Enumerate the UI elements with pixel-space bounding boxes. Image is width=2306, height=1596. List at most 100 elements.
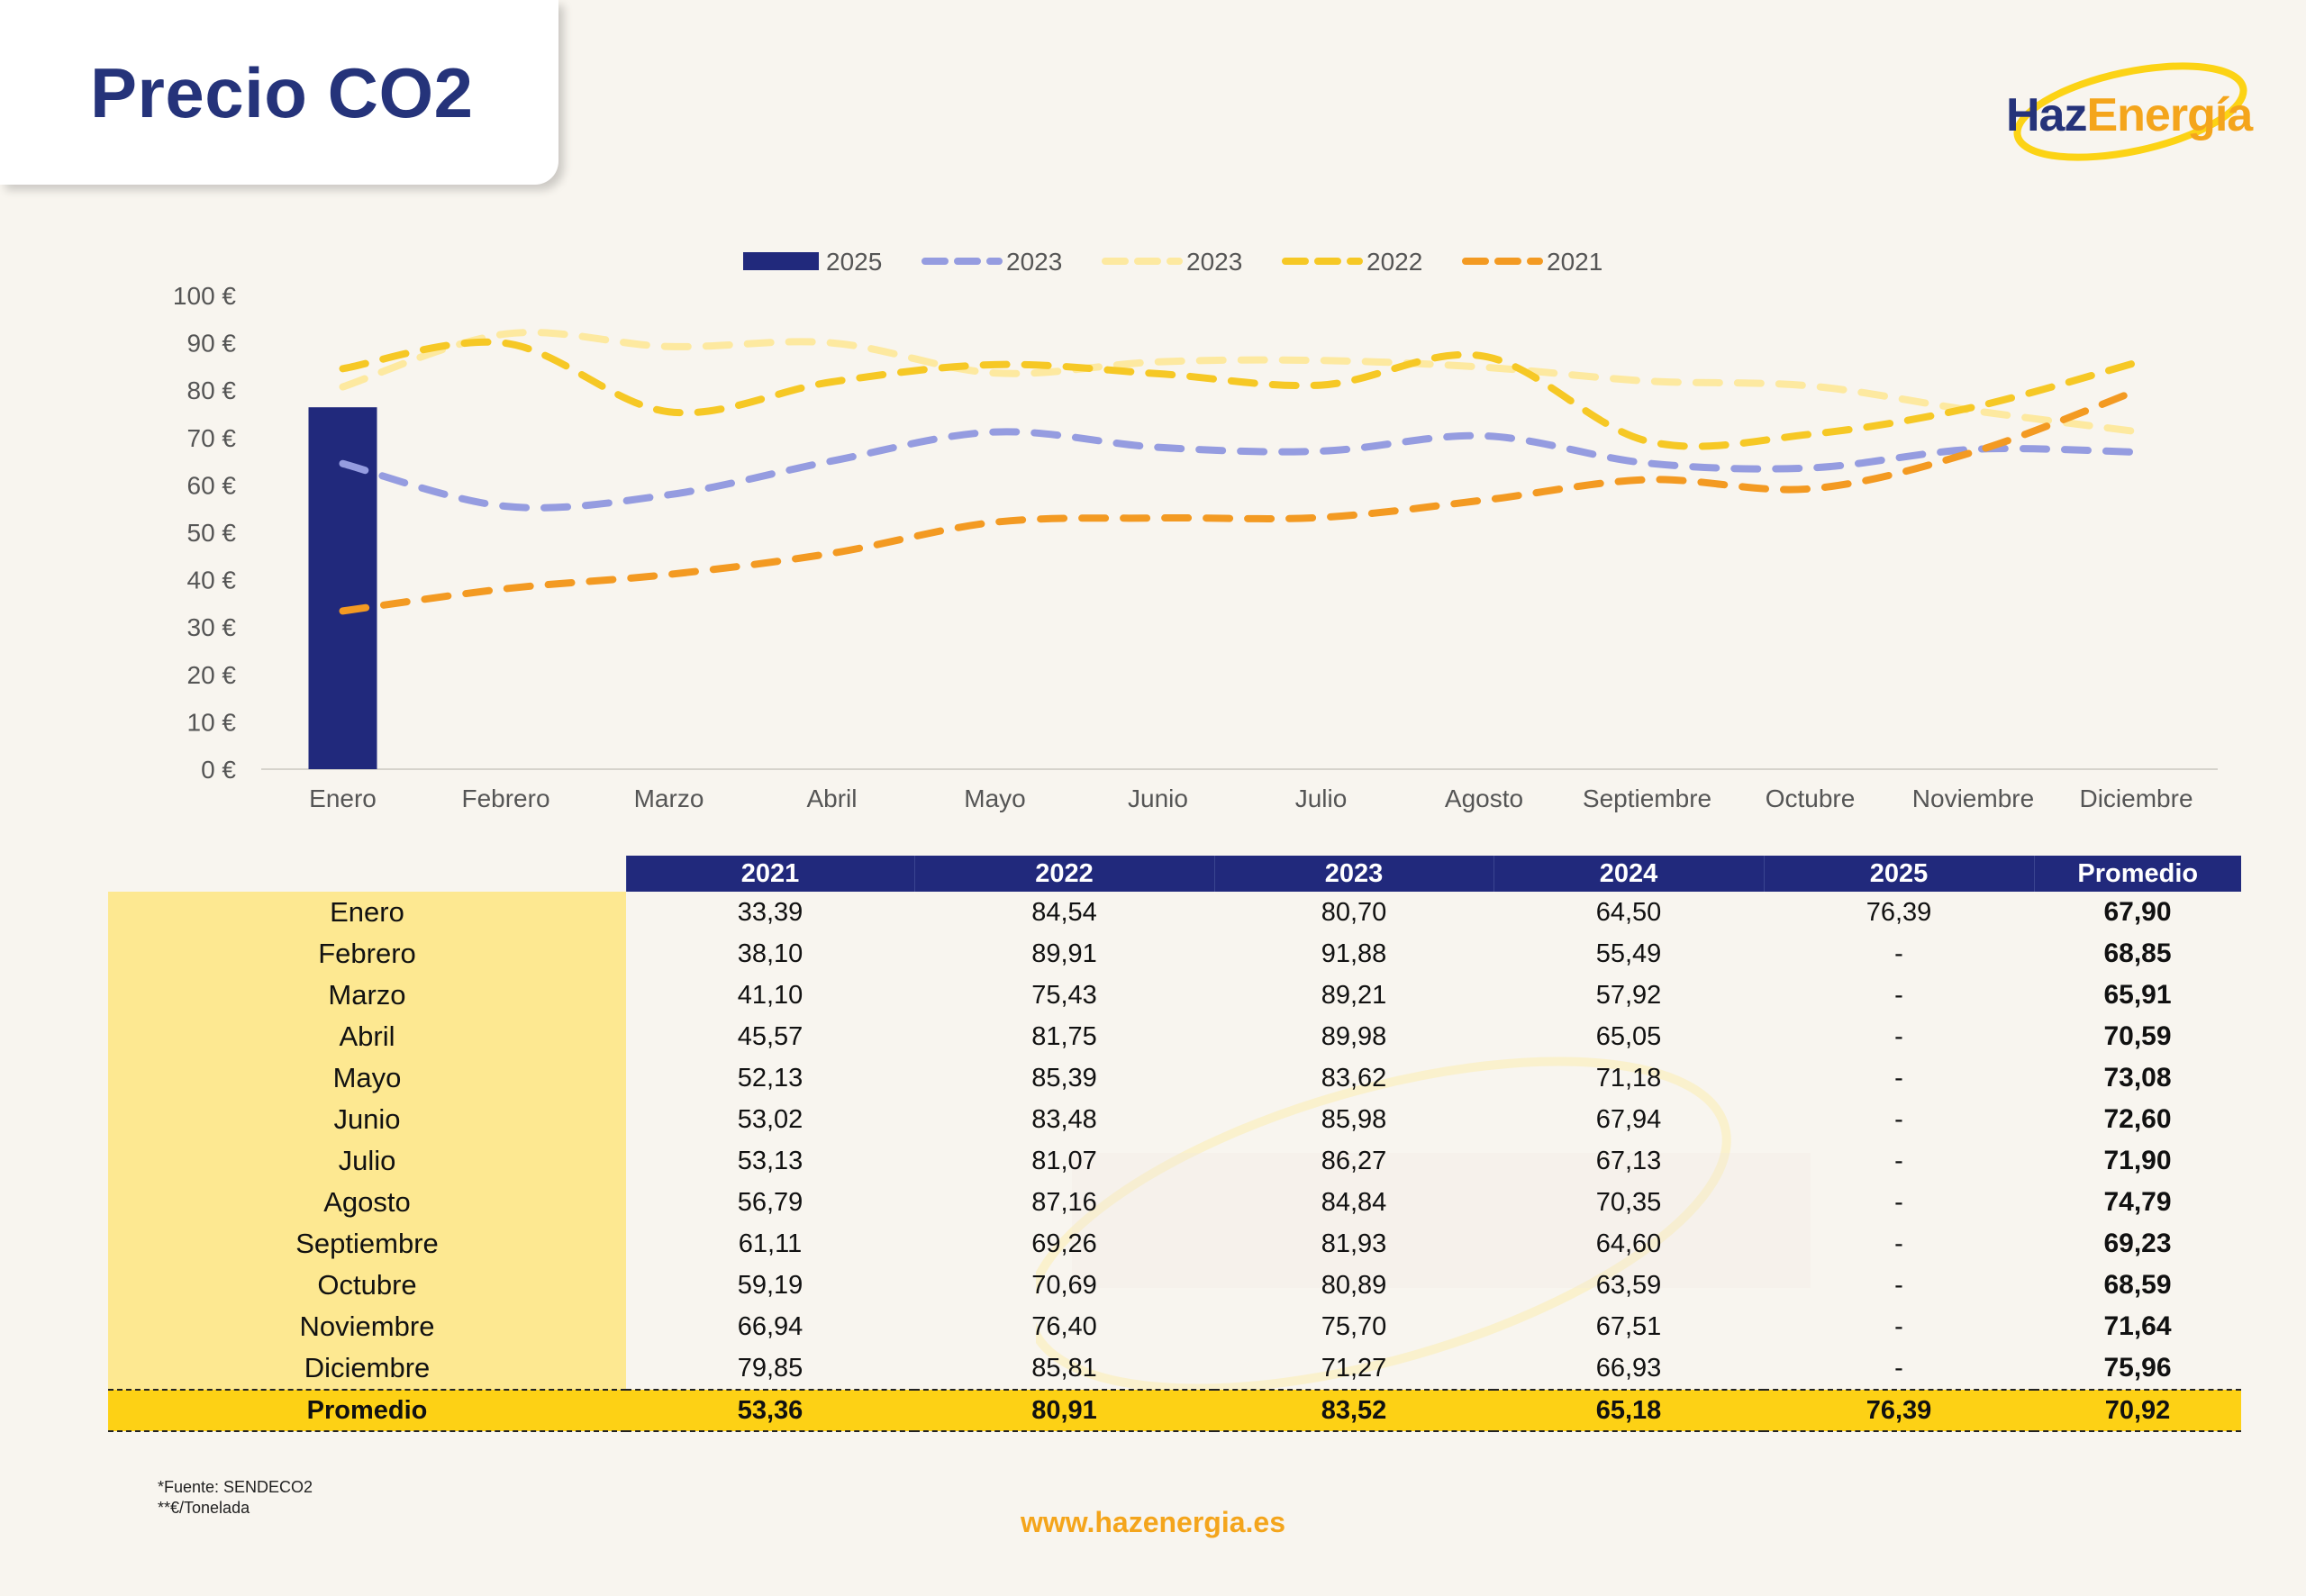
table-value-cell: 45,57 [737,1021,803,1051]
table-value-cell: 53,02 [737,1104,803,1134]
table-value-cell: - [1894,1063,1903,1093]
table-value-cell: 76,39 [1866,897,1932,927]
table-value-cell: 85,81 [1031,1353,1097,1383]
table-value-cell: 57,92 [1595,980,1662,1010]
y-tick-label: 90 € [187,330,237,358]
table-row: Febrero 38,10 89,91 91,88 55,49 - 68,85 [108,933,2241,975]
x-tick-label: Septiembre [1583,784,1711,812]
table-value-cell: - [1894,1187,1903,1217]
legend-item-4-2021: 2021 [1462,248,1602,276]
table-value-cell: 81,75 [1031,1021,1097,1051]
table-value-cell: 41,10 [737,980,803,1010]
table-month-cell: Agosto [108,1182,626,1223]
table-month-cell: Mayo [108,1057,626,1099]
table-value-cell: - [1894,1353,1903,1383]
table-row: Enero 33,39 84,54 80,70 64,50 76,39 67,90 [108,892,2241,933]
table-footer-row: Promedio 53,36 80,91 83,52 65,18 76,39 70,92 [108,1389,2241,1432]
x-tick-label: Diciembre [2079,784,2193,812]
table-average-cell: 72,60 [2103,1104,2172,1134]
table-month-cell: Junio [108,1099,626,1140]
table-value-cell: 56,79 [737,1187,803,1217]
table-value-cell: 63,59 [1595,1270,1662,1300]
orbit-ellipse-icon [2013,62,2247,161]
table-average-cell: 75,96 [2103,1353,2172,1383]
x-tick-label: Abril [806,784,857,812]
footnotes: *Fuente: SENDECO2 **€/Tonelada [158,1477,313,1519]
co2-price-table: 2021 2022 2023 2024 2025 Promedio Enero 3… [108,856,2241,1432]
legend-item-1-2023: 2023 [921,248,1062,276]
table-value-cell: 64,50 [1595,897,1662,927]
table-value-cell: 85,39 [1031,1063,1097,1093]
table-header-row: 2021 2022 2023 2024 2025 Promedio [108,856,2241,892]
table-value-cell: - [1894,939,1903,968]
title-card: Precio CO2 [0,0,558,185]
x-tick-label: Noviembre [1912,784,2034,812]
x-tick-label: Octubre [1766,784,1856,812]
logo-part-haz: Haz [2006,89,2087,141]
table-average-cell: 68,85 [2103,939,2172,968]
legend-label: 2023 [1006,248,1062,276]
table-value-cell: 69,26 [1031,1229,1097,1258]
table-value-cell: 79,85 [737,1353,803,1383]
table-month-cell: Septiembre [108,1223,626,1265]
table-average-cell: 67,90 [2103,897,2172,927]
table-value-cell: 59,19 [737,1270,803,1300]
y-tick-label: 100 € [173,282,236,310]
table-month-cell: Abril [108,1016,626,1057]
source-note: *Fuente: SENDECO2 [158,1478,313,1496]
table-row: Julio 53,13 81,07 86,27 67,13 - 71,90 [108,1140,2241,1182]
table-value-cell: 71,27 [1321,1353,1387,1383]
table-month-cell: Marzo [108,975,626,1016]
table-value-cell: 65,05 [1595,1021,1662,1051]
x-tick-label: Mayo [964,784,1025,812]
table-value-cell: 67,13 [1595,1146,1662,1175]
y-tick-label: 20 € [187,661,237,689]
table-value-cell: 81,07 [1031,1146,1097,1175]
table-footer-value: 65,18 [1493,1389,1764,1432]
table-header-blank [108,856,626,892]
table-row: Mayo 52,13 85,39 83,62 71,18 - 73,08 [108,1057,2241,1099]
logo-text: HazEnergía [2006,88,2253,142]
co2-price-chart: 0 € 10 € 20 € 30 € 40 € 50 € 60 € 70 € 80 € 90 € 1… [173,248,2218,812]
page-title: Precio CO2 [90,53,474,132]
y-tick-label: 70 € [187,424,237,452]
website-link[interactable]: www.hazenergia.es [1020,1506,1286,1538]
legend-label: 2022 [1366,248,1422,276]
table-value-cell: 87,16 [1031,1187,1097,1217]
x-tick-label: Marzo [634,784,704,812]
table-row: Junio 53,02 83,48 85,98 67,94 - 72,60 [108,1099,2241,1140]
series-line-2-2023 [339,329,2140,436]
table-row: Septiembre 61,11 69,26 81,93 64,60 - 69,23 [108,1223,2241,1265]
series-line-4-2021 [339,386,2140,615]
table-footer-value: 80,91 [914,1389,1214,1432]
table-value-cell: - [1894,1104,1903,1134]
legend-item-3-2022: 2022 [1282,248,1422,276]
table-row: Diciembre 79,85 85,81 71,27 66,93 - 75,96 [108,1347,2241,1390]
table-value-cell: - [1894,1270,1903,1300]
x-tick-label: Enero [309,784,377,812]
table-value-cell: - [1894,1146,1903,1175]
legend-item-2-2023: 2023 [1102,248,1242,276]
table-value-cell: 70,35 [1595,1187,1662,1217]
table-month-cell: Noviembre [108,1306,626,1347]
table-row: Abril 45,57 81,75 89,98 65,05 - 70,59 [108,1016,2241,1057]
table-value-cell: 33,39 [737,897,803,927]
table-value-cell: 61,11 [738,1229,803,1258]
series-line-3-2022 [339,338,2140,450]
legend-label: 2025 [826,248,882,276]
table-average-cell: 70,59 [2103,1021,2172,1051]
table-header-promedio: Promedio [2033,856,2241,892]
table-value-cell: 67,51 [1595,1311,1662,1341]
table-value-cell: 89,98 [1321,1021,1387,1051]
table-value-cell: 89,21 [1321,980,1387,1010]
table-row: Octubre 59,19 70,69 80,89 63,59 - 68,59 [108,1265,2241,1306]
table-month-cell: Julio [108,1140,626,1182]
table-footer-value: 53,36 [626,1389,914,1432]
table-month-cell: Diciembre [108,1347,626,1390]
table-header-2023: 2023 [1213,856,1493,892]
table-value-cell: 89,91 [1031,939,1097,968]
legend-label: 2021 [1547,248,1602,276]
table-header-2022: 2022 [913,856,1214,892]
legend-item-0-2025: 2025 [743,248,882,276]
table-value-cell: - [1894,980,1903,1010]
